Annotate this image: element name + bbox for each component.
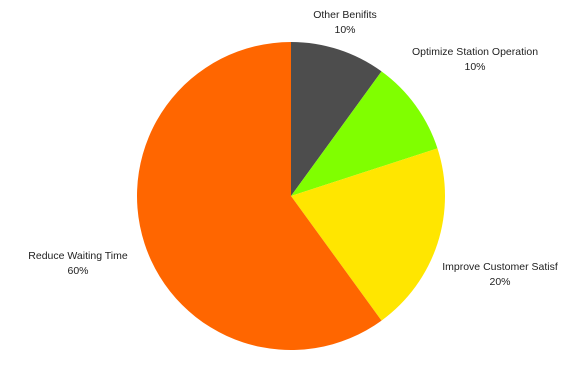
slice-label-value: 10% — [334, 24, 355, 36]
slice-label-group: Improve Customer Satisf 20% — [442, 261, 558, 288]
slice-label-group: Reduce Waiting Time 60% — [28, 250, 128, 277]
slice-label-value: 20% — [489, 276, 510, 288]
slice-label-name: Optimize Station Operation — [412, 46, 538, 58]
slice-label-group: Optimize Station Operation 10% — [412, 46, 538, 73]
slice-label-group: Other Benifits 10% — [313, 9, 377, 36]
pie-slice-optimize-station-operation — [291, 71, 438, 196]
slice-label-name: Improve Customer Satisf — [442, 261, 558, 273]
pie-slice-other-benifits — [291, 41, 382, 196]
pie-slices — [137, 41, 445, 350]
slice-label-name: Other Benifits — [313, 9, 377, 21]
slice-label-name: Reduce Waiting Time — [28, 250, 128, 262]
pie-slice-improve-customer-satisf — [291, 148, 445, 321]
slice-label-value: 10% — [464, 61, 485, 73]
slice-label-value: 60% — [67, 265, 88, 277]
pie-slice-reduce-waiting-time — [137, 42, 382, 350]
